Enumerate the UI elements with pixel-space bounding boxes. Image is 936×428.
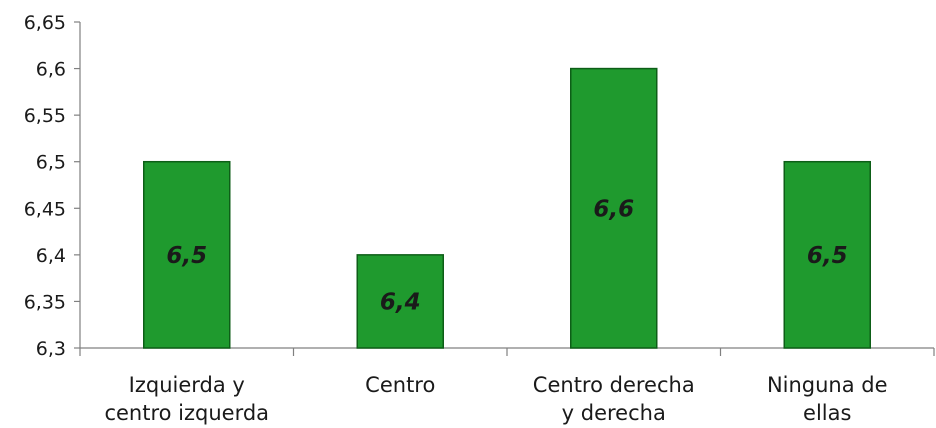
y-tick-label: 6,45 <box>24 198 66 220</box>
data-label: 6,6 <box>593 196 634 222</box>
bars <box>143 67 871 349</box>
category-label: Centro <box>365 373 435 397</box>
y-tick-label: 6,35 <box>24 291 66 313</box>
y-tick-label: 6,5 <box>36 152 66 174</box>
y-tick-label: 6,65 <box>24 12 66 34</box>
y-tick-label: 6,3 <box>36 338 66 360</box>
data-labels: 6,5 6,4 6,6 6,5 <box>166 196 847 315</box>
category-label: ellas <box>803 401 851 425</box>
data-label: 6,5 <box>807 243 848 269</box>
bar <box>143 160 231 349</box>
data-label: 6,5 <box>166 243 207 269</box>
category-label: y derecha <box>562 401 666 425</box>
y-tick-label: 6,55 <box>24 105 66 127</box>
bar <box>356 254 444 349</box>
bar <box>783 160 871 349</box>
data-label: 6,4 <box>380 289 421 315</box>
y-tick-label: 6,6 <box>36 59 66 81</box>
category-label: Centro derecha <box>533 373 695 397</box>
category-label: centro izquerda <box>104 401 269 425</box>
category-labels: Izquierda y centro izquerda Centro Centro d… <box>104 373 887 425</box>
y-tick-label: 6,4 <box>36 245 66 267</box>
category-label: Ninguna de <box>767 373 888 397</box>
x-axis <box>79 347 935 356</box>
y-axis: 6,3 6,35 6,4 6,45 6,5 6,55 6,6 6,65 <box>24 12 81 360</box>
bar <box>570 67 658 349</box>
category-label: Izquierda y <box>129 373 245 397</box>
